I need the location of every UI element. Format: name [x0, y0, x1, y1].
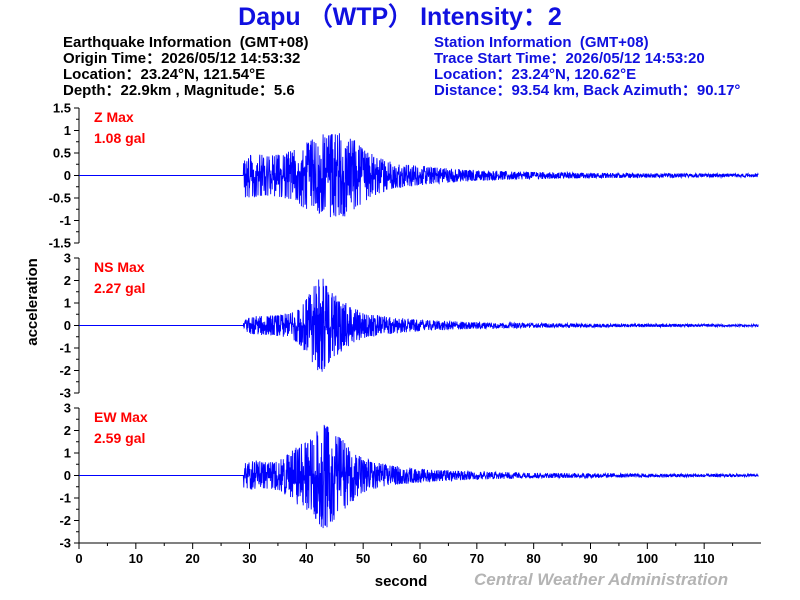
x-tick-label: 110: [694, 551, 715, 566]
earthquake-info: Earthquake Information (GMT+08) Origin T…: [63, 35, 308, 99]
y-tick-label: -2: [59, 363, 71, 378]
y-tick-label: 0: [64, 468, 71, 483]
max-label-z: Z Max: [94, 109, 134, 125]
waveform-ns: [79, 278, 759, 372]
y-tick-label: -0.5: [49, 191, 71, 206]
y-axis-title: acceleration: [24, 258, 41, 346]
y-tick-label: -1: [59, 341, 71, 356]
x-tick-label: 10: [129, 551, 143, 566]
station-info: Station Information (GMT+08) Trace Start…: [434, 35, 740, 99]
y-tick-label: 2: [64, 423, 71, 438]
max-value-z: 1.08 gal: [94, 130, 145, 146]
max-label-ns: NS Max: [94, 259, 145, 275]
y-tick-label: -1.5: [49, 236, 71, 251]
origin-time: Origin Time：2026/05/12 14:53:32: [63, 50, 301, 67]
x-tick-label: 80: [526, 551, 540, 566]
trace-start-time: Trace Start Time：2026/05/12 14:53:20: [434, 50, 705, 67]
x-tick-label: 70: [470, 551, 484, 566]
y-tick-label: -1: [59, 491, 71, 506]
y-tick-label: 1: [64, 296, 71, 311]
x-tick-label: 90: [583, 551, 597, 566]
y-tick-label: 0: [64, 168, 71, 183]
x-tick-label: 30: [242, 551, 256, 566]
station-location: Location：23.24°N, 120.62°E: [434, 66, 637, 83]
max-value-ns: 2.27 gal: [94, 280, 145, 296]
y-tick-label: 1: [64, 446, 71, 461]
x-tick-label: 50: [356, 551, 370, 566]
distance-azimuth: Distance：93.54 km, Back Azimuth：90.17°: [434, 82, 741, 99]
max-value-ew: 2.59 gal: [94, 430, 145, 446]
y-tick-label: 0.5: [53, 146, 71, 161]
station-info-header: Station Information (GMT+08): [434, 34, 649, 51]
max-label-ew: EW Max: [94, 409, 148, 425]
y-tick-label: -3: [59, 536, 71, 551]
y-tick-label: -3: [59, 386, 71, 401]
earthquake-info-header: Earthquake Information (GMT+08): [63, 34, 309, 51]
epicenter-location: Location：23.24°N, 121.54°E: [63, 66, 266, 83]
x-axis-title: second: [375, 573, 428, 590]
x-tick-label: 100: [636, 551, 658, 566]
y-tick-label: 0: [64, 318, 71, 333]
y-tick-label: -2: [59, 513, 71, 528]
y-tick-label: 1: [64, 123, 71, 138]
y-tick-label: 1.5: [53, 101, 71, 116]
waveform-ew: [79, 424, 759, 529]
y-tick-label: 3: [64, 251, 71, 266]
x-tick-label: 60: [413, 551, 427, 566]
waveform-z: [79, 133, 759, 218]
chart-title: Dapu （WTP） Intensity：2: [238, 3, 562, 31]
y-tick-label: 3: [64, 401, 71, 416]
x-tick-label: 40: [299, 551, 313, 566]
y-tick-label: 2: [64, 273, 71, 288]
depth-magnitude: Depth：22.9km , Magnitude：5.6: [63, 82, 295, 99]
x-tick-label: 0: [75, 551, 82, 566]
agency-footer: Central Weather Administration: [474, 570, 729, 589]
y-tick-label: -1: [59, 213, 71, 228]
x-tick-label: 20: [185, 551, 199, 566]
